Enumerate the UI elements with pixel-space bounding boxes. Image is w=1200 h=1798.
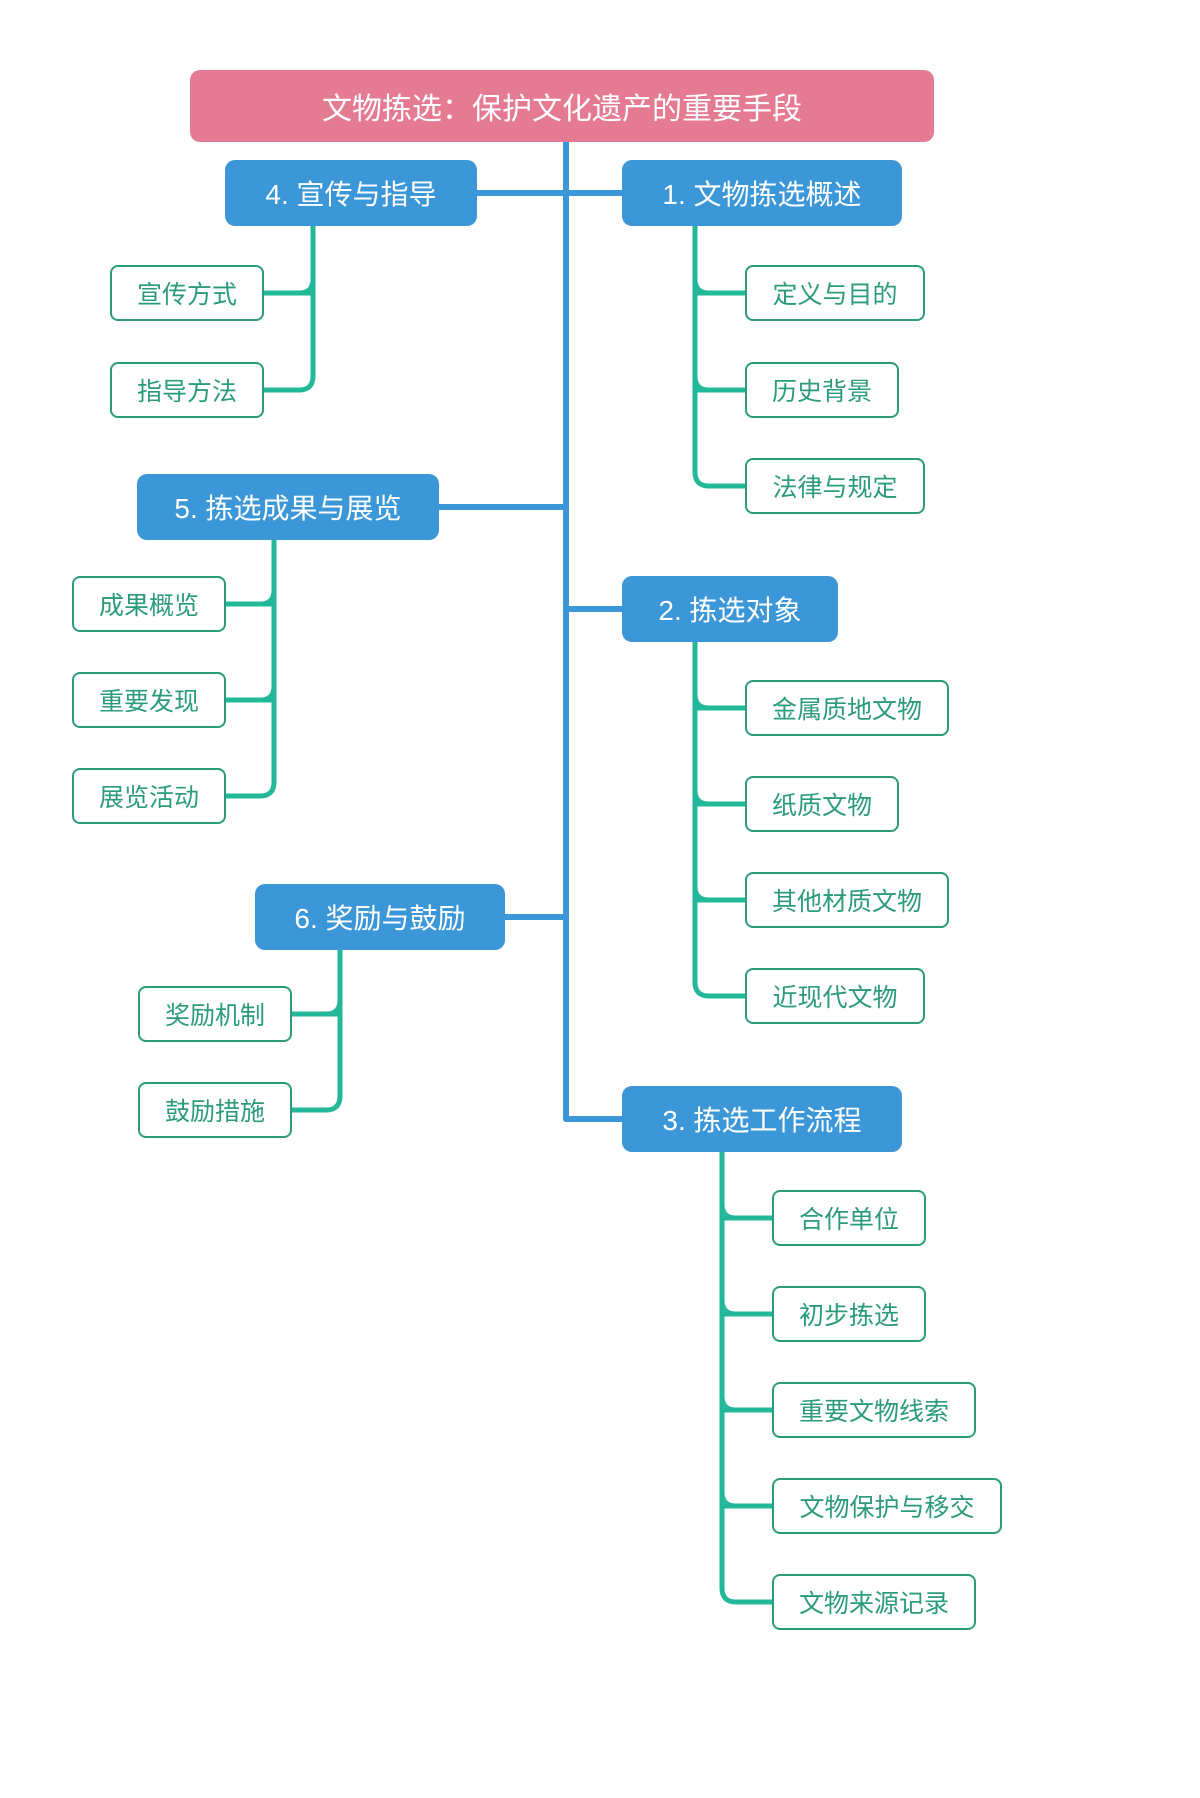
- leaf-b3-1: 初步拣选: [772, 1286, 926, 1342]
- leaf-b5-0: 成果概览: [72, 576, 226, 632]
- leaf-b1-2: 法律与规定: [745, 458, 925, 514]
- branch-b3: 3. 拣选工作流程: [622, 1086, 902, 1152]
- branch-b4: 4. 宣传与指导: [225, 160, 477, 226]
- leaf-b1-0: 定义与目的: [745, 265, 925, 321]
- branch-b2: 2. 拣选对象: [622, 576, 838, 642]
- leaf-b3-2: 重要文物线索: [772, 1382, 976, 1438]
- branch-b1: 1. 文物拣选概述: [622, 160, 902, 226]
- leaf-b2-2: 其他材质文物: [745, 872, 949, 928]
- branch-b5: 5. 拣选成果与展览: [137, 474, 439, 540]
- leaf-b3-3: 文物保护与移交: [772, 1478, 1002, 1534]
- leaf-b6-1: 鼓励措施: [138, 1082, 292, 1138]
- leaf-b6-0: 奖励机制: [138, 986, 292, 1042]
- leaf-b4-0: 宣传方式: [110, 265, 264, 321]
- leaf-b1-1: 历史背景: [745, 362, 899, 418]
- leaf-b2-3: 近现代文物: [745, 968, 925, 1024]
- leaf-b5-1: 重要发现: [72, 672, 226, 728]
- leaf-b2-0: 金属质地文物: [745, 680, 949, 736]
- branch-b6: 6. 奖励与鼓励: [255, 884, 505, 950]
- leaf-b3-0: 合作单位: [772, 1190, 926, 1246]
- leaf-b3-4: 文物来源记录: [772, 1574, 976, 1630]
- leaf-b5-2: 展览活动: [72, 768, 226, 824]
- leaf-b2-1: 纸质文物: [745, 776, 899, 832]
- root-node: 文物拣选：保护文化遗产的重要手段: [190, 70, 934, 142]
- leaf-b4-1: 指导方法: [110, 362, 264, 418]
